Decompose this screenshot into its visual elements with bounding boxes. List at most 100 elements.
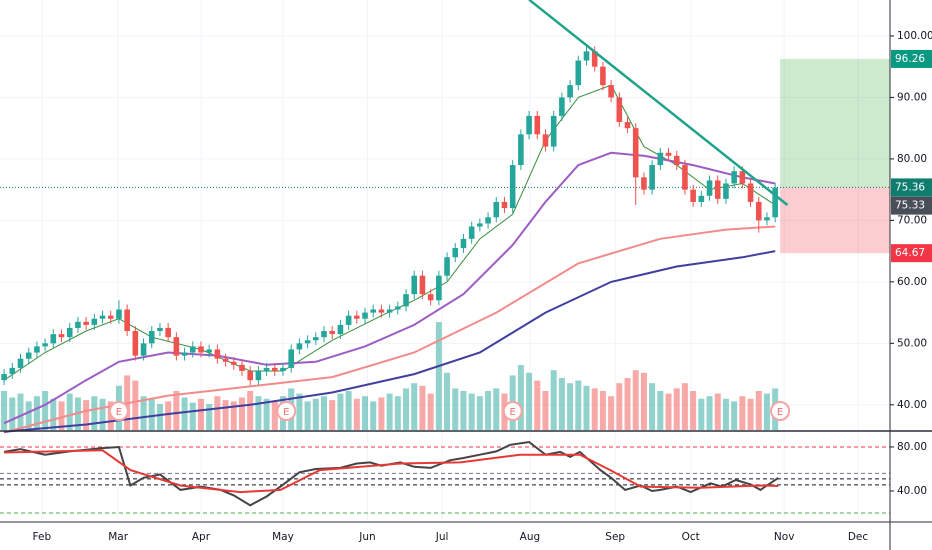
candle-body	[386, 309, 393, 313]
volume-bar	[403, 388, 410, 430]
price-label: 96.26	[895, 53, 925, 65]
candle-body	[772, 187, 778, 218]
volume-bar	[345, 391, 352, 430]
volume-bar	[452, 388, 459, 430]
volume-bar	[673, 388, 680, 430]
volume-bar	[583, 385, 590, 430]
candle-body	[731, 171, 737, 184]
volume-bar	[739, 396, 746, 430]
candle-body	[427, 294, 434, 301]
candle-body	[690, 189, 696, 202]
earnings-marker	[276, 401, 297, 421]
candle-body	[485, 217, 491, 224]
volume-bar	[476, 396, 483, 430]
price-label-box	[891, 196, 932, 215]
volume-bar	[255, 396, 262, 430]
candle-body	[419, 275, 426, 295]
x-tick-label: Apr	[192, 531, 211, 543]
volume-bar	[763, 393, 770, 430]
candle-body	[321, 331, 327, 338]
candle-body	[165, 327, 171, 338]
candle-body	[239, 364, 245, 371]
x-tick-label: Aug	[520, 531, 541, 543]
candle-body	[17, 358, 24, 368]
volume-bar	[173, 391, 180, 430]
candle-body	[25, 352, 32, 359]
volume-bar	[140, 396, 147, 430]
candle-body	[42, 343, 48, 347]
volume-bar	[33, 396, 40, 430]
candle-body	[189, 346, 196, 353]
candle-body	[329, 331, 336, 335]
candle-body	[304, 340, 311, 344]
y-tick-label: 60.00	[897, 276, 927, 288]
y-tick-label: 90.00	[897, 91, 927, 103]
candle-body	[99, 315, 106, 319]
volume-bar	[189, 402, 196, 430]
candle-body	[665, 152, 672, 156]
volume-bar	[247, 391, 254, 430]
volume-bar	[657, 391, 664, 430]
volume-bar	[91, 396, 98, 430]
volume-bar	[386, 393, 393, 430]
y-tick-label: 80.00	[897, 153, 927, 165]
candle-body	[632, 128, 639, 178]
candle-body	[698, 195, 705, 202]
volume-bar	[66, 393, 73, 430]
volume-bar	[370, 401, 377, 430]
candle-body	[9, 367, 16, 375]
candle-body	[509, 165, 516, 209]
candle-body	[468, 226, 475, 239]
candle-body	[198, 346, 204, 353]
volume-bar	[714, 393, 721, 430]
volume-bar	[238, 397, 245, 430]
candle-body	[214, 349, 221, 359]
volume-bar	[353, 398, 360, 430]
volume-bar	[337, 393, 344, 430]
price-label-box	[891, 178, 932, 197]
volume-bar	[214, 396, 221, 430]
candle-body	[66, 327, 73, 338]
earnings-marker	[770, 401, 791, 421]
earnings-label: E	[777, 407, 783, 418]
candle-body	[477, 223, 483, 227]
x-tick-label: Jun	[358, 531, 375, 543]
candle-body	[682, 165, 688, 190]
candle-body	[747, 183, 754, 202]
candle-body	[641, 177, 647, 190]
price-label: 75.36	[895, 181, 925, 193]
volume-bar	[271, 401, 278, 430]
candle-body	[493, 201, 500, 218]
candle-body	[657, 152, 664, 166]
earnings-label: E	[283, 407, 289, 418]
candle-body	[1, 374, 7, 381]
candle-body	[649, 165, 655, 190]
candle-body	[247, 370, 253, 381]
volume-bar	[230, 401, 237, 430]
volume-bar	[608, 396, 615, 430]
candle-body	[460, 238, 467, 249]
price-label: 75.33	[895, 200, 925, 212]
candle-body	[271, 367, 278, 371]
volume-bar	[83, 400, 90, 430]
price-label-box	[891, 49, 932, 68]
volume-bar	[706, 396, 713, 430]
volume-bar	[690, 391, 697, 430]
trendline	[528, 0, 789, 206]
candle-body	[206, 349, 212, 353]
volume-bar	[222, 400, 229, 430]
candle-body	[411, 275, 418, 295]
moving-average	[3, 151, 776, 425]
x-tick-label: Sep	[605, 531, 625, 543]
candle-body	[75, 321, 81, 328]
volume-bar	[411, 383, 418, 430]
candle-body	[526, 115, 532, 135]
candle-body	[378, 309, 385, 313]
candle-body	[50, 334, 57, 344]
volume-bar	[485, 391, 492, 430]
candle-body	[296, 343, 303, 350]
candle-body	[222, 358, 229, 362]
x-tick-label: Jul	[435, 531, 449, 543]
volume-bar	[575, 380, 582, 430]
candle-body	[764, 217, 770, 221]
